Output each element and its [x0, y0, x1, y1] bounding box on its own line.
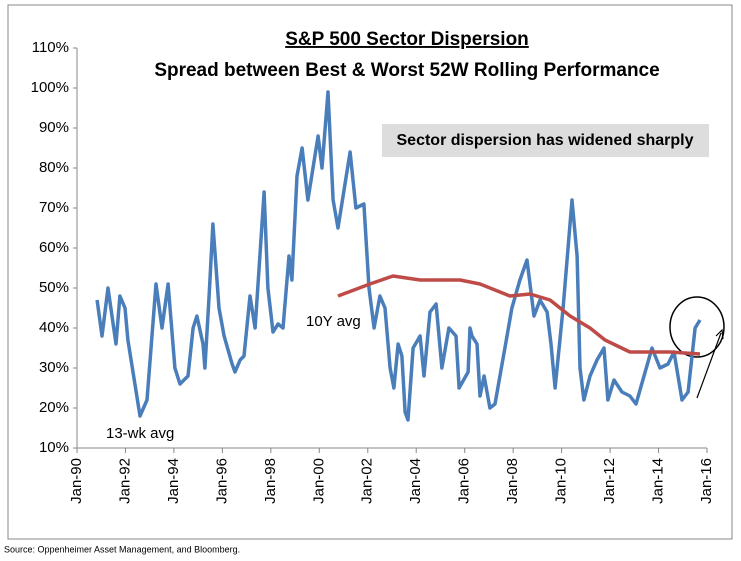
y-tick-label: 60%	[39, 239, 69, 256]
y-tick-label: 80%	[39, 159, 69, 176]
x-tick-label: Jan-12	[601, 458, 618, 504]
x-tick-label: Jan-14	[650, 458, 667, 504]
x-tick-label: Jan-10	[553, 458, 570, 504]
y-tick-label: 70%	[39, 199, 69, 216]
x-tick-label: Jan-02	[359, 458, 376, 504]
annotation: 10Y avg	[306, 313, 361, 330]
y-tick-label: 100%	[31, 79, 69, 96]
arrow	[696, 332, 722, 399]
y-tick-label: 20%	[39, 399, 69, 416]
x-tick-label: Jan-00	[310, 458, 327, 504]
y-tick-label: 30%	[39, 359, 69, 376]
data-line	[95, 90, 702, 422]
annotation-box	[382, 124, 709, 157]
chart-subtitle: Spread between Best & Worst 52W Rolling …	[154, 60, 659, 81]
annotation: Sector dispersion has widened sharply	[397, 132, 694, 149]
x-tick-label: Jan-90	[68, 458, 85, 504]
arrow-head	[715, 328, 724, 340]
data-line	[337, 274, 701, 356]
x-tick-label: Jan-06	[456, 458, 473, 504]
y-tick-label: 40%	[39, 319, 69, 336]
x-tick-label: Jan-08	[504, 458, 521, 504]
y-tick-label: 10%	[39, 439, 69, 456]
x-tick-label: Jan-92	[116, 458, 133, 504]
highlight-circle	[669, 296, 725, 358]
source-note: Source: Oppenheimer Asset Management, an…	[4, 544, 240, 554]
x-tick-label: Jan-96	[213, 458, 230, 504]
x-tick-label: Jan-94	[165, 458, 182, 504]
x-tick-label: Jan-98	[262, 458, 279, 504]
chart-frame	[7, 4, 733, 540]
x-tick-label: Jan-04	[407, 458, 424, 504]
chart-title: S&P 500 Sector Dispersion	[285, 29, 529, 50]
annotation: 13-wk avg	[106, 425, 174, 442]
y-tick-label: 110%	[32, 39, 69, 56]
y-tick-label: 90%	[39, 119, 69, 136]
x-tick-label: Jan-16	[698, 458, 715, 504]
y-tick-label: 50%	[39, 279, 69, 296]
